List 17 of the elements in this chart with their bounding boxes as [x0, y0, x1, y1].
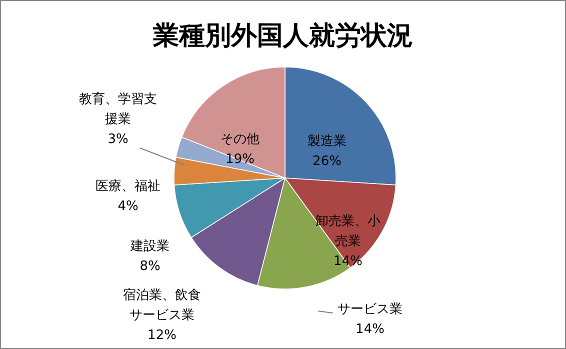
slice-label: 卸売業、小売業 — [316, 214, 380, 249]
slice-label: 医療、福祉 — [96, 179, 160, 194]
slice-label: 宿泊業、飲食サービス業 — [123, 287, 201, 323]
slice-label: 製造業 — [308, 134, 346, 149]
slice-label: 建設業 — [130, 239, 170, 254]
slice-label: サービス業 — [338, 302, 402, 317]
data-label: 8% — [140, 259, 160, 274]
slice-label: その他 — [220, 132, 260, 147]
data-label: 14% — [356, 322, 384, 337]
data-label: 12% — [148, 328, 176, 343]
data-label: 26% — [312, 154, 342, 169]
slice-label: 教育、学習支援業 — [79, 91, 157, 127]
data-label: 4% — [118, 199, 138, 214]
data-label: 19% — [226, 152, 254, 167]
chart-title: 業種別外国人就労状況 — [152, 21, 413, 51]
data-label: 14% — [334, 254, 362, 269]
data-label: 3% — [108, 132, 128, 147]
